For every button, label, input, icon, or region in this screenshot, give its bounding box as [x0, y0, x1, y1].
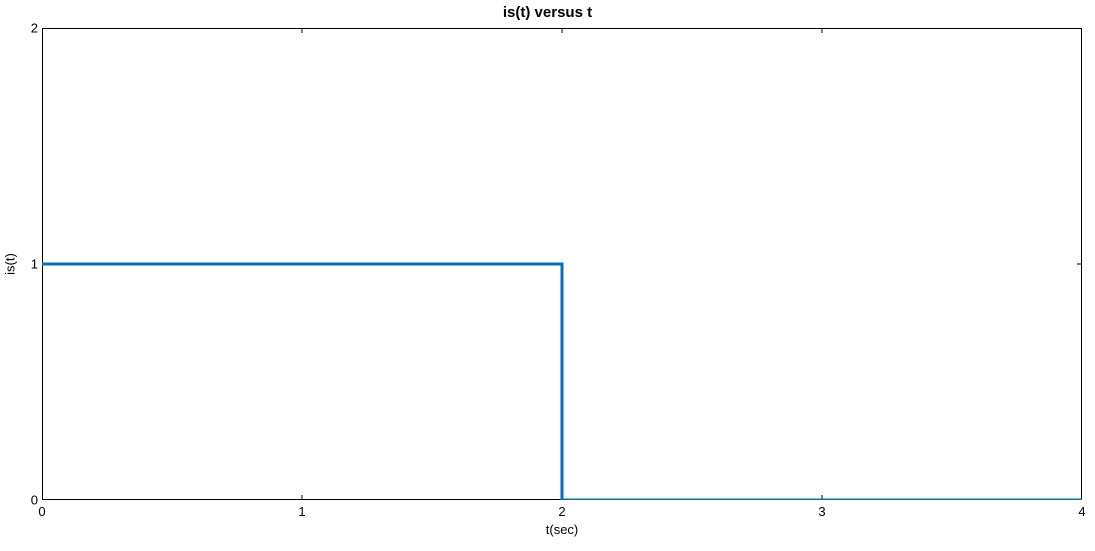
figure: is(t) versus t t(sec) is(t) 0 1 2 3 4 0 1 2 — [0, 0, 1095, 551]
x-tick-label: 1 — [298, 504, 305, 519]
x-axis-label: t(sec) — [546, 522, 579, 537]
y-tick-label: 2 — [24, 21, 38, 36]
plot-area — [42, 28, 1082, 500]
x-tick-label: 0 — [38, 504, 45, 519]
y-tick-label: 0 — [24, 493, 38, 508]
y-axis-label: is(t) — [3, 253, 18, 275]
x-tick-label: 3 — [818, 504, 825, 519]
data-series — [42, 264, 1082, 500]
chart-title: is(t) versus t — [0, 4, 1095, 21]
x-tick-label: 2 — [558, 504, 565, 519]
x-tick-label: 4 — [1078, 504, 1085, 519]
y-tick-label: 1 — [24, 257, 38, 272]
plot-svg — [42, 28, 1082, 500]
